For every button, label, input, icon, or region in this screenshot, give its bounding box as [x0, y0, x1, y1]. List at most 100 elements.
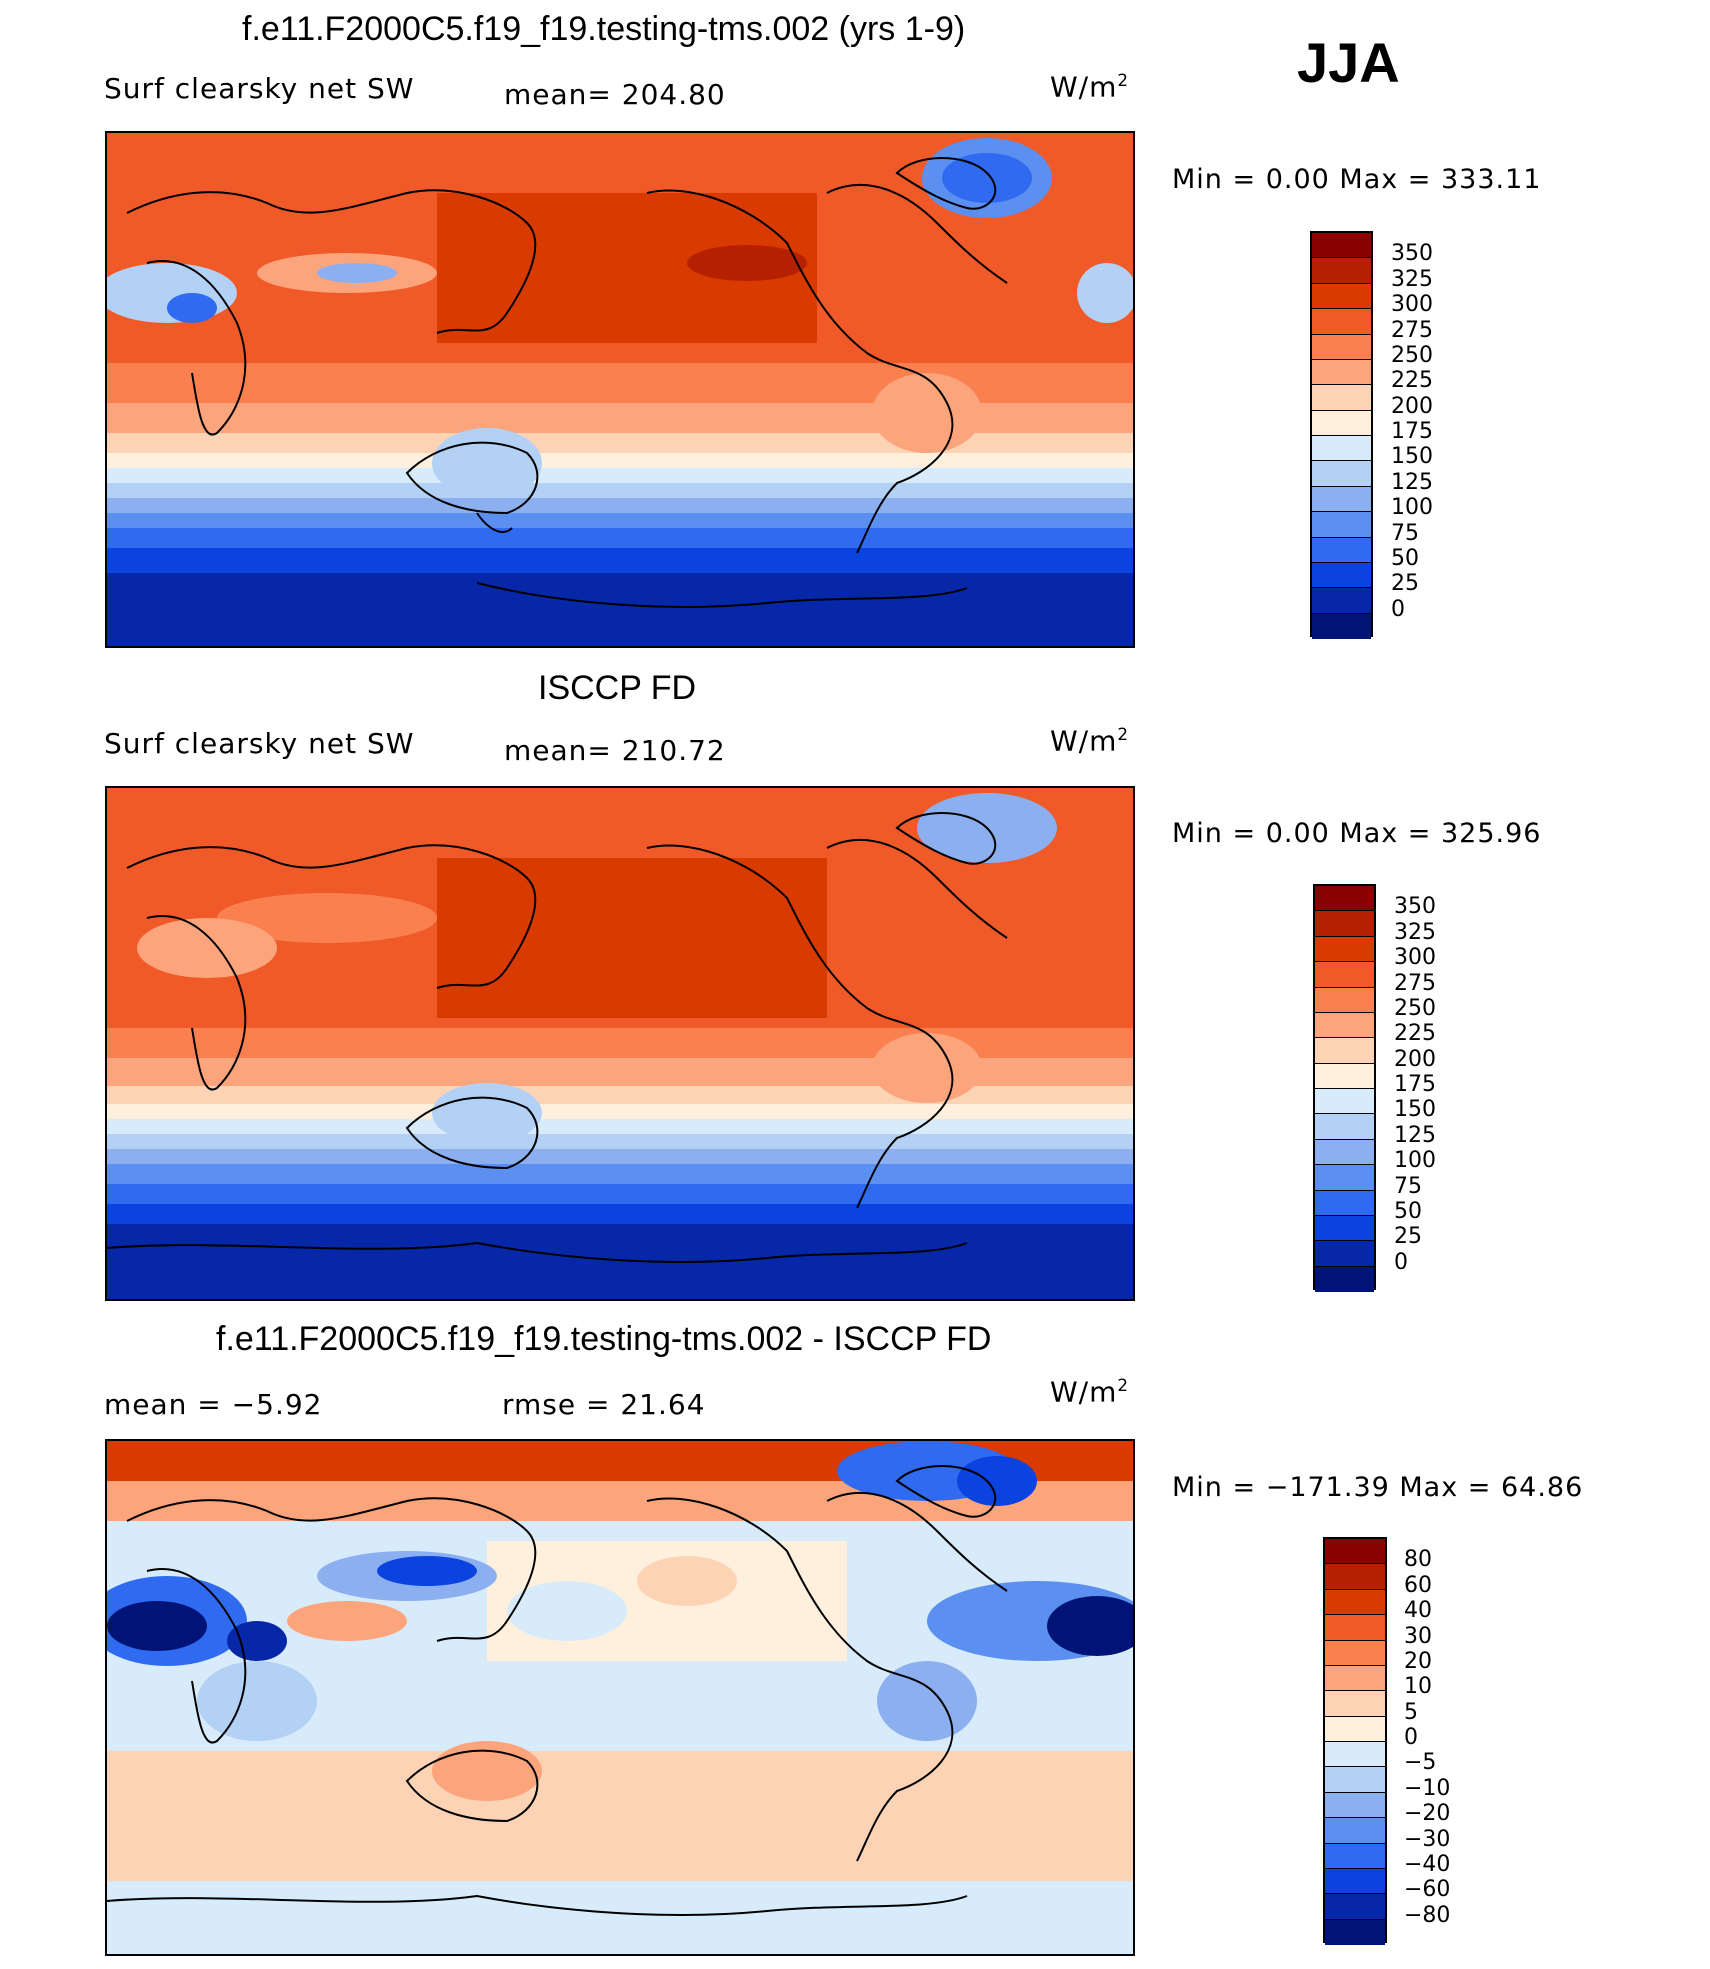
panel1-mean-label: mean= 204.80	[504, 78, 726, 111]
colorbar-swatch	[1325, 1818, 1385, 1844]
colorbar-swatch	[1315, 1038, 1374, 1064]
colorbar-swatch	[1312, 512, 1371, 538]
colorbar-tick-label: 100	[1391, 495, 1433, 521]
colorbar-tick-label: −10	[1404, 1775, 1451, 1801]
colorbar-swatch	[1312, 410, 1371, 436]
colorbar-swatch	[1325, 1843, 1385, 1869]
colorbar-swatch	[1315, 1114, 1374, 1140]
colorbar-tick-label: 275	[1394, 970, 1436, 996]
colorbar-swatch	[1312, 436, 1371, 462]
panel3-rmse-label: rmse = 21.64	[502, 1388, 706, 1421]
colorbar-tick-label: 350	[1394, 894, 1436, 920]
colorbar-tick-label: 350	[1391, 241, 1433, 267]
colorbar-swatch	[1312, 258, 1371, 284]
panel2-title: ISCCP FD	[538, 669, 697, 707]
colorbar-swatch	[1315, 1139, 1374, 1166]
colorbar-swatch	[1325, 1665, 1385, 1692]
colorbar-tick-label: 200	[1394, 1046, 1436, 1072]
colorbar-tick-label: 150	[1394, 1097, 1436, 1123]
colorbar-tick-label: 25	[1391, 571, 1419, 597]
colorbar-swatch	[1315, 1241, 1374, 1267]
colorbar-swatch	[1312, 309, 1371, 335]
colorbar-swatch	[1325, 1767, 1385, 1793]
colorbar-tick-label: 60	[1404, 1572, 1432, 1598]
colorbar-tick-label: 200	[1391, 393, 1433, 419]
panel1-variable-label: Surf clearsky net SW	[104, 72, 415, 105]
season-label: JJA	[1297, 31, 1400, 94]
panel2-map-field	[107, 788, 1133, 1299]
panel3-units: W/m2	[1050, 1375, 1130, 1409]
colorbar-tick-label: 175	[1391, 419, 1433, 444]
colorbar-swatch	[1312, 283, 1371, 310]
panel2-colorbar	[1313, 884, 1376, 1292]
panel3-map-field	[107, 1441, 1133, 1954]
colorbar-swatch	[1325, 1716, 1385, 1742]
panel1-units: W/m2	[1050, 70, 1130, 104]
colorbar-tick-label: 150	[1391, 444, 1433, 470]
colorbar-swatch	[1312, 233, 1371, 259]
colorbar-swatch	[1325, 1615, 1385, 1641]
colorbar-swatch	[1325, 1640, 1385, 1666]
colorbar-swatch	[1312, 334, 1371, 360]
colorbar-tick-label: 250	[1391, 342, 1433, 368]
colorbar-swatch	[1315, 1165, 1374, 1191]
colorbar-swatch	[1315, 886, 1374, 912]
colorbar-swatch	[1325, 1742, 1385, 1768]
colorbar-tick-label: 225	[1394, 1021, 1436, 1047]
colorbar-tick-label: 300	[1394, 945, 1436, 971]
colorbar-tick-label: 20	[1404, 1648, 1432, 1674]
colorbar-tick-label: 125	[1391, 469, 1433, 495]
panel2-mean-label: mean= 210.72	[504, 734, 726, 767]
panel2-min-max: Min = 0.00 Max = 325.96	[1172, 818, 1542, 849]
colorbar-swatch	[1325, 1691, 1385, 1717]
panel1-map	[105, 131, 1135, 648]
colorbar-swatch	[1312, 537, 1371, 563]
colorbar-swatch	[1315, 936, 1374, 963]
colorbar-swatch	[1315, 1089, 1374, 1115]
colorbar-swatch	[1315, 1266, 1374, 1292]
colorbar-tick-label: 40	[1404, 1598, 1432, 1624]
colorbar-tick-label: 25	[1394, 1224, 1422, 1250]
colorbar-tick-label: 250	[1394, 995, 1436, 1021]
panel3-title: f.e11.F2000C5.f19_f19.testing-tms.002 - …	[216, 1320, 992, 1358]
colorbar-swatch	[1312, 385, 1371, 411]
colorbar-tick-label: 325	[1394, 919, 1436, 945]
colorbar-tick-label: −30	[1404, 1826, 1451, 1852]
colorbar-tick-label: −20	[1404, 1801, 1451, 1827]
panel3-min-max: Min = −171.39 Max = 64.86	[1172, 1472, 1584, 1503]
colorbar-tick-label: 10	[1404, 1674, 1432, 1700]
colorbar-swatch	[1315, 987, 1374, 1013]
colorbar-tick-label: −60	[1404, 1877, 1451, 1903]
colorbar-tick-label: 175	[1394, 1072, 1436, 1097]
panel3-mean-label: mean = −5.92	[104, 1388, 323, 1421]
colorbar-tick-label: 275	[1391, 317, 1433, 343]
colorbar-swatch	[1325, 1792, 1385, 1819]
colorbar-swatch	[1312, 461, 1371, 487]
colorbar-tick-label: −80	[1404, 1902, 1451, 1928]
panel2-units: W/m2	[1050, 724, 1130, 758]
colorbar-swatch	[1312, 562, 1371, 589]
colorbar-tick-label: −5	[1404, 1750, 1437, 1776]
colorbar-swatch	[1315, 1063, 1374, 1089]
colorbar-swatch	[1312, 613, 1371, 639]
colorbar-tick-label: 50	[1394, 1198, 1422, 1224]
colorbar-tick-label: 0	[1394, 1249, 1408, 1275]
colorbar-swatch	[1315, 1190, 1374, 1216]
colorbar-swatch	[1325, 1868, 1385, 1895]
colorbar-tick-label: 5	[1404, 1699, 1418, 1725]
colorbar-tick-label: 75	[1394, 1173, 1422, 1199]
colorbar-swatch	[1315, 1012, 1374, 1039]
colorbar-tick-label: 300	[1391, 292, 1433, 318]
colorbar-tick-label: 225	[1391, 368, 1433, 394]
colorbar-tick-label: −40	[1404, 1851, 1451, 1877]
panel1-title: f.e11.F2000C5.f19_f19.testing-tms.002 (y…	[242, 10, 966, 48]
panel2-map	[105, 786, 1135, 1301]
colorbar-swatch	[1325, 1919, 1385, 1945]
colorbar-tick-label: 80	[1404, 1547, 1432, 1573]
panel2-variable-label: Surf clearsky net SW	[104, 727, 415, 760]
colorbar-tick-label: 75	[1391, 520, 1419, 546]
colorbar-tick-label: 125	[1394, 1122, 1436, 1148]
colorbar-swatch	[1325, 1589, 1385, 1616]
panel3-map	[105, 1439, 1135, 1956]
colorbar-swatch	[1315, 911, 1374, 937]
